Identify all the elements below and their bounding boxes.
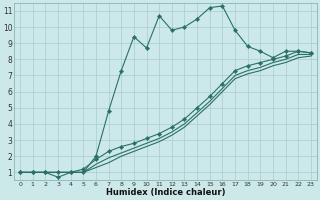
X-axis label: Humidex (Indice chaleur): Humidex (Indice chaleur) xyxy=(106,188,225,197)
